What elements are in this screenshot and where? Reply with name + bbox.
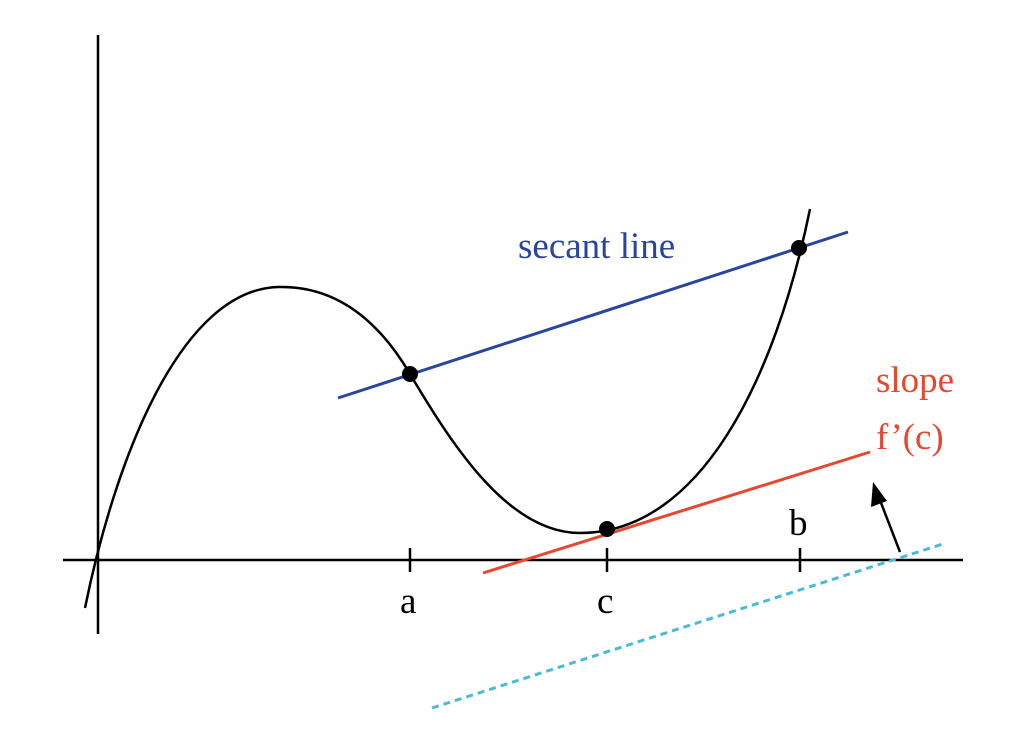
function-curve xyxy=(83,208,812,609)
tick-label-c: c xyxy=(597,581,613,622)
tick-label-a: a xyxy=(400,581,416,622)
point-b xyxy=(791,240,807,256)
point-c xyxy=(599,521,615,537)
tangent-line xyxy=(482,450,871,575)
tick-label-b: b xyxy=(789,503,808,544)
point-a xyxy=(402,366,418,382)
secant-line-label: secant line xyxy=(518,226,675,267)
slope-label: slope xyxy=(876,360,954,401)
parallel-dotted-line xyxy=(431,541,947,710)
secant-line xyxy=(337,230,849,400)
arrow-shaft xyxy=(876,494,902,553)
derivative-label: f’(c) xyxy=(876,417,944,458)
arrow-head xyxy=(871,482,887,507)
